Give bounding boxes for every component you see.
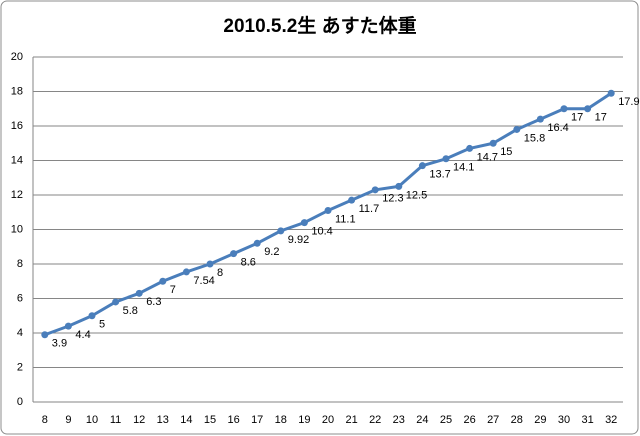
x-tick-label: 26 xyxy=(463,414,475,426)
x-tick-label: 20 xyxy=(322,414,334,426)
data-label: 17 xyxy=(571,112,583,124)
y-tick-label: 14 xyxy=(11,154,23,166)
x-tick-label: 29 xyxy=(534,414,546,426)
data-point xyxy=(182,268,190,276)
x-tick-label: 32 xyxy=(605,414,617,426)
data-point xyxy=(395,182,403,190)
data-label: 7.54 xyxy=(193,275,214,287)
data-label: 11.1 xyxy=(335,213,356,225)
data-point xyxy=(371,186,379,194)
y-tick-label: 0 xyxy=(17,396,23,408)
data-label: 7 xyxy=(170,284,176,296)
data-label: 15 xyxy=(500,146,512,158)
x-tick-label: 17 xyxy=(251,414,263,426)
data-label: 3.9 xyxy=(52,338,67,350)
y-tick-label: 6 xyxy=(17,292,23,304)
y-tick-label: 10 xyxy=(11,223,23,235)
data-label: 4.4 xyxy=(75,329,90,341)
data-label: 14.1 xyxy=(453,162,474,174)
data-point xyxy=(442,155,450,163)
data-point xyxy=(300,219,308,227)
x-tick-label: 24 xyxy=(416,414,428,426)
y-tick-label: 2 xyxy=(17,361,23,373)
data-point xyxy=(607,89,615,97)
data-point xyxy=(206,260,214,268)
x-tick-label: 15 xyxy=(204,414,216,426)
data-label: 8 xyxy=(217,267,223,279)
x-tick-label: 28 xyxy=(511,414,523,426)
x-tick-label: 19 xyxy=(298,414,310,426)
data-label: 12.3 xyxy=(382,193,403,205)
data-label: 10.4 xyxy=(311,226,332,238)
data-point xyxy=(348,196,356,204)
data-point xyxy=(466,144,474,152)
chart-title: 2010.5.2生 あすた体重 xyxy=(223,14,416,37)
data-label: 6.3 xyxy=(146,296,161,308)
data-label: 11.7 xyxy=(359,203,380,215)
data-point xyxy=(64,322,72,330)
x-tick-label: 22 xyxy=(369,414,381,426)
y-tick-label: 18 xyxy=(11,85,23,97)
data-point xyxy=(513,125,521,133)
data-label: 17.9 xyxy=(618,96,639,108)
data-label: 16.4 xyxy=(547,122,568,134)
x-tick-label: 18 xyxy=(275,414,287,426)
data-label: 14.7 xyxy=(477,151,498,163)
y-tick-label: 4 xyxy=(17,327,23,339)
data-label: 13.7 xyxy=(429,169,450,181)
data-point xyxy=(536,115,544,123)
data-label: 15.8 xyxy=(524,132,545,144)
data-point xyxy=(88,312,96,320)
data-point xyxy=(489,139,497,147)
data-label: 5.8 xyxy=(123,305,138,317)
data-label: 17 xyxy=(595,112,607,124)
data-label: 5 xyxy=(99,319,105,331)
x-tick-label: 27 xyxy=(487,414,499,426)
y-tick-label: 20 xyxy=(11,51,23,63)
x-tick-label: 31 xyxy=(581,414,593,426)
x-tick-label: 14 xyxy=(180,414,192,426)
x-tick-label: 12 xyxy=(133,414,145,426)
x-tick-label: 8 xyxy=(42,414,48,426)
data-point xyxy=(418,162,426,170)
data-label: 9.92 xyxy=(288,234,309,246)
x-tick-label: 13 xyxy=(157,414,169,426)
x-tick-label: 21 xyxy=(345,414,357,426)
data-label: 9.2 xyxy=(264,246,279,258)
y-tick-label: 8 xyxy=(17,258,23,270)
data-label: 12.5 xyxy=(406,189,427,201)
data-point xyxy=(135,289,143,297)
data-point xyxy=(41,331,49,339)
x-tick-label: 16 xyxy=(227,414,239,426)
x-tick-label: 10 xyxy=(86,414,98,426)
data-point xyxy=(159,277,167,285)
x-tick-label: 23 xyxy=(393,414,405,426)
x-tick-label: 9 xyxy=(65,414,71,426)
data-point xyxy=(230,250,238,258)
y-tick-label: 12 xyxy=(11,189,23,201)
x-tick-label: 11 xyxy=(110,414,121,426)
x-tick-label: 25 xyxy=(440,414,452,426)
data-point xyxy=(253,239,261,247)
data-point xyxy=(324,207,332,215)
x-tick-label: 30 xyxy=(558,414,570,426)
data-label: 8.6 xyxy=(241,257,256,269)
data-point xyxy=(584,105,592,113)
data-point xyxy=(277,227,285,235)
y-tick-label: 16 xyxy=(11,120,23,132)
data-point xyxy=(112,298,120,306)
data-point xyxy=(560,105,568,113)
